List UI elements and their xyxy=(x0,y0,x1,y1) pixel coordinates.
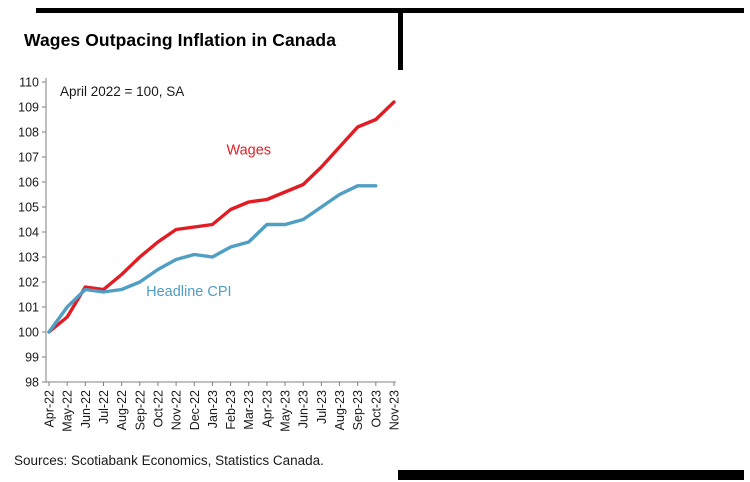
x-tick-label: Oct-22 xyxy=(151,390,165,428)
y-tick-label: 99 xyxy=(25,351,39,365)
y-tick-label: 101 xyxy=(18,301,39,315)
x-tick-label: Apr-22 xyxy=(43,390,57,428)
x-tick-label: Nov-23 xyxy=(388,390,402,430)
line-chart: 98 99 100 101 102 103 104 105 106 107 108 109 110 Apr… xyxy=(18,76,402,432)
x-tick-label: Jun-23 xyxy=(297,390,311,428)
y-tick-label: 105 xyxy=(18,201,39,215)
x-tick-label: Mar-23 xyxy=(242,390,256,430)
series-label-headline-cpi: Headline CPI xyxy=(146,284,231,300)
y-tick-label: 104 xyxy=(18,226,39,240)
x-tick-label: Jul-23 xyxy=(315,390,329,424)
x-tick-label: Aug-23 xyxy=(333,390,347,430)
x-tick-label: May-22 xyxy=(61,390,75,432)
x-tick-label: Sep-22 xyxy=(133,390,147,430)
chart-title: Wages Outpacing Inflation in Canada xyxy=(24,30,337,50)
y-tick-label: 98 xyxy=(25,376,39,390)
x-tick-label: May-23 xyxy=(279,390,293,432)
y-tick-label: 110 xyxy=(19,76,39,90)
x-tick-label: Nov-22 xyxy=(170,390,184,430)
x-tick-label: Aug-22 xyxy=(115,390,129,430)
series-line-wages xyxy=(47,100,396,334)
x-tick-label: Apr-23 xyxy=(260,390,274,428)
y-tick-label: 108 xyxy=(18,126,39,140)
y-tick-label: 106 xyxy=(18,176,39,190)
y-tick-label: 102 xyxy=(18,276,39,290)
sources-text: Sources: Scotiabank Economics, Statistic… xyxy=(14,453,324,468)
x-tick-label: Jan-23 xyxy=(206,390,220,428)
x-tick-label: Sep-23 xyxy=(351,390,365,430)
bottom-border-bar xyxy=(398,470,744,480)
x-tick-label: Jul-22 xyxy=(97,390,111,424)
chart-subtitle: April 2022 = 100, SA xyxy=(60,84,185,99)
series-label-wages: Wages xyxy=(226,143,271,159)
x-tick-label: Feb-23 xyxy=(224,390,238,430)
y-tick-label: 109 xyxy=(18,101,39,115)
x-tick-label: Dec-22 xyxy=(188,390,202,430)
series-line-headline-cpi xyxy=(47,184,378,334)
x-tick-label: Oct-23 xyxy=(369,390,383,428)
y-tick-label: 100 xyxy=(18,326,39,340)
y-tick-label: 107 xyxy=(18,151,39,165)
y-tick-label: 103 xyxy=(18,251,39,265)
top-border-bar xyxy=(36,8,744,13)
right-border-bar xyxy=(398,8,403,70)
x-tick-label: Jun-22 xyxy=(79,390,93,428)
